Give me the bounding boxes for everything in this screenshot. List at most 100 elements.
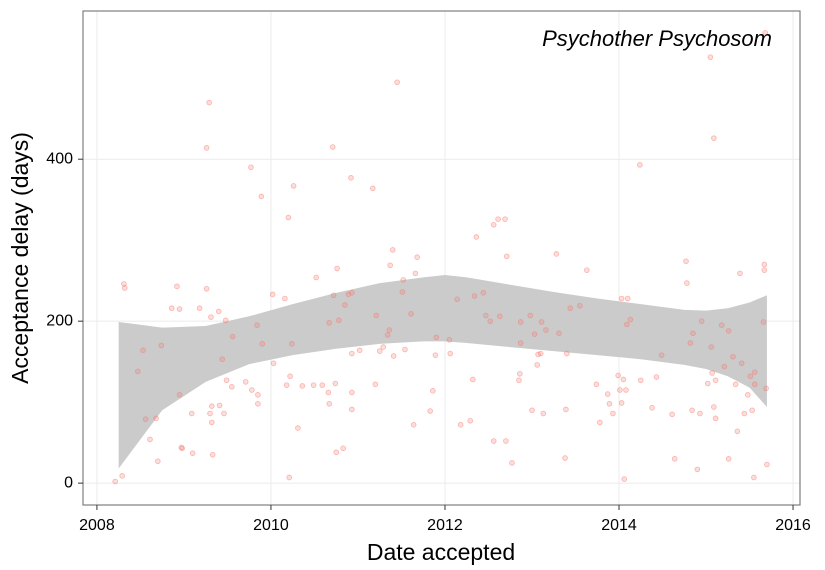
point [534,362,541,368]
point [208,403,215,410]
point [412,270,419,277]
point [153,415,159,422]
point [299,383,306,389]
point [380,344,387,350]
point [249,387,255,393]
point [334,265,340,272]
point [203,285,210,292]
point [517,319,524,325]
point [313,274,319,281]
point [176,306,183,312]
point [707,54,714,60]
point [725,456,732,462]
point [694,466,701,473]
point [174,283,180,290]
point [356,347,363,354]
point [410,422,417,428]
point [427,408,433,414]
point [349,290,355,296]
point [531,331,538,337]
point [255,392,261,398]
point [255,400,261,407]
point [734,428,741,435]
point [414,254,420,260]
point [209,451,216,458]
point [621,476,628,482]
point [610,410,616,417]
point [222,317,229,324]
point [690,330,696,337]
point [615,372,621,379]
point [517,340,524,346]
point [387,262,393,269]
point [624,295,631,302]
point [738,360,745,367]
point [349,389,355,396]
point [708,344,715,350]
point [529,407,535,414]
point [142,416,149,422]
x-tick-label: 2012 [427,517,463,534]
point [704,380,711,387]
point [537,350,544,357]
point [747,373,754,380]
point [737,270,743,277]
point [517,371,523,377]
point [649,405,655,411]
point [637,162,643,168]
point [637,377,644,384]
point [310,382,317,388]
point [483,312,489,319]
point [577,302,583,309]
y-axis-title: Acceptance delay (days) [7,132,33,384]
point [283,382,290,388]
point [751,474,757,481]
point [223,377,230,384]
point [203,145,210,151]
point [348,175,354,181]
point [326,400,333,407]
point [732,381,739,388]
point [567,305,574,312]
point [242,379,249,385]
point [372,381,379,388]
point [487,318,494,324]
point [543,327,549,333]
point [332,380,339,387]
point [389,247,396,253]
point [400,277,407,283]
point [709,370,715,376]
point [290,183,297,189]
point [606,400,613,407]
point [349,406,355,413]
point [495,216,501,222]
point [697,410,703,417]
point [206,99,212,106]
point [408,311,414,317]
point [751,369,758,375]
point [509,460,515,466]
point [219,356,226,363]
point [349,350,355,357]
point [721,363,728,370]
point [135,368,141,375]
y-tick-label: 0 [64,474,73,491]
point [653,374,660,380]
point [432,352,439,358]
point [457,422,464,428]
point [340,445,346,452]
point [112,478,118,485]
point [687,340,694,346]
point [286,474,293,481]
point [617,387,623,393]
point [140,347,146,354]
point [503,253,510,260]
point [502,216,508,222]
y-tick-label: 200 [46,312,73,329]
confidence-ribbon [118,275,767,469]
point [761,261,768,268]
point [446,336,453,343]
point [593,381,600,388]
point [179,445,185,452]
